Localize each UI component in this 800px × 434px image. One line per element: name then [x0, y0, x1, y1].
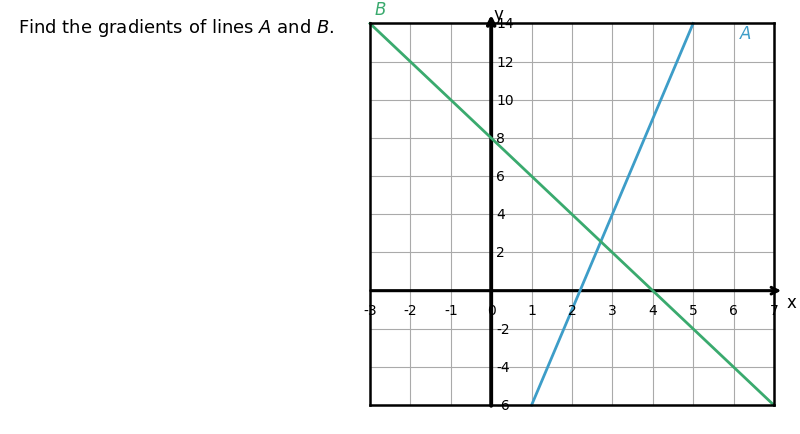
- Text: 3: 3: [608, 303, 617, 317]
- Text: Find the gradients of lines $\mathit{A}$ and $\mathit{B}$.: Find the gradients of lines $\mathit{A}$…: [18, 17, 334, 39]
- Text: -4: -4: [496, 360, 510, 374]
- Text: 0: 0: [487, 303, 495, 317]
- Text: 7: 7: [770, 303, 778, 317]
- Text: 4: 4: [648, 303, 657, 317]
- Text: x: x: [786, 293, 796, 311]
- Text: -1: -1: [444, 303, 458, 317]
- Text: 6: 6: [496, 170, 505, 184]
- Text: 14: 14: [496, 17, 514, 31]
- Text: -3: -3: [363, 303, 377, 317]
- Text: 5: 5: [689, 303, 698, 317]
- Text: 8: 8: [496, 132, 505, 146]
- Text: 2: 2: [496, 246, 505, 260]
- Text: B: B: [374, 1, 386, 19]
- Text: A: A: [740, 25, 751, 43]
- Text: 12: 12: [496, 56, 514, 69]
- Text: 10: 10: [496, 94, 514, 108]
- Text: 6: 6: [729, 303, 738, 317]
- Text: y: y: [494, 6, 503, 24]
- Text: 4: 4: [496, 208, 505, 222]
- Text: -2: -2: [496, 322, 510, 336]
- Text: -2: -2: [403, 303, 418, 317]
- Text: -6: -6: [496, 398, 510, 412]
- Text: 2: 2: [567, 303, 576, 317]
- Text: 1: 1: [527, 303, 536, 317]
